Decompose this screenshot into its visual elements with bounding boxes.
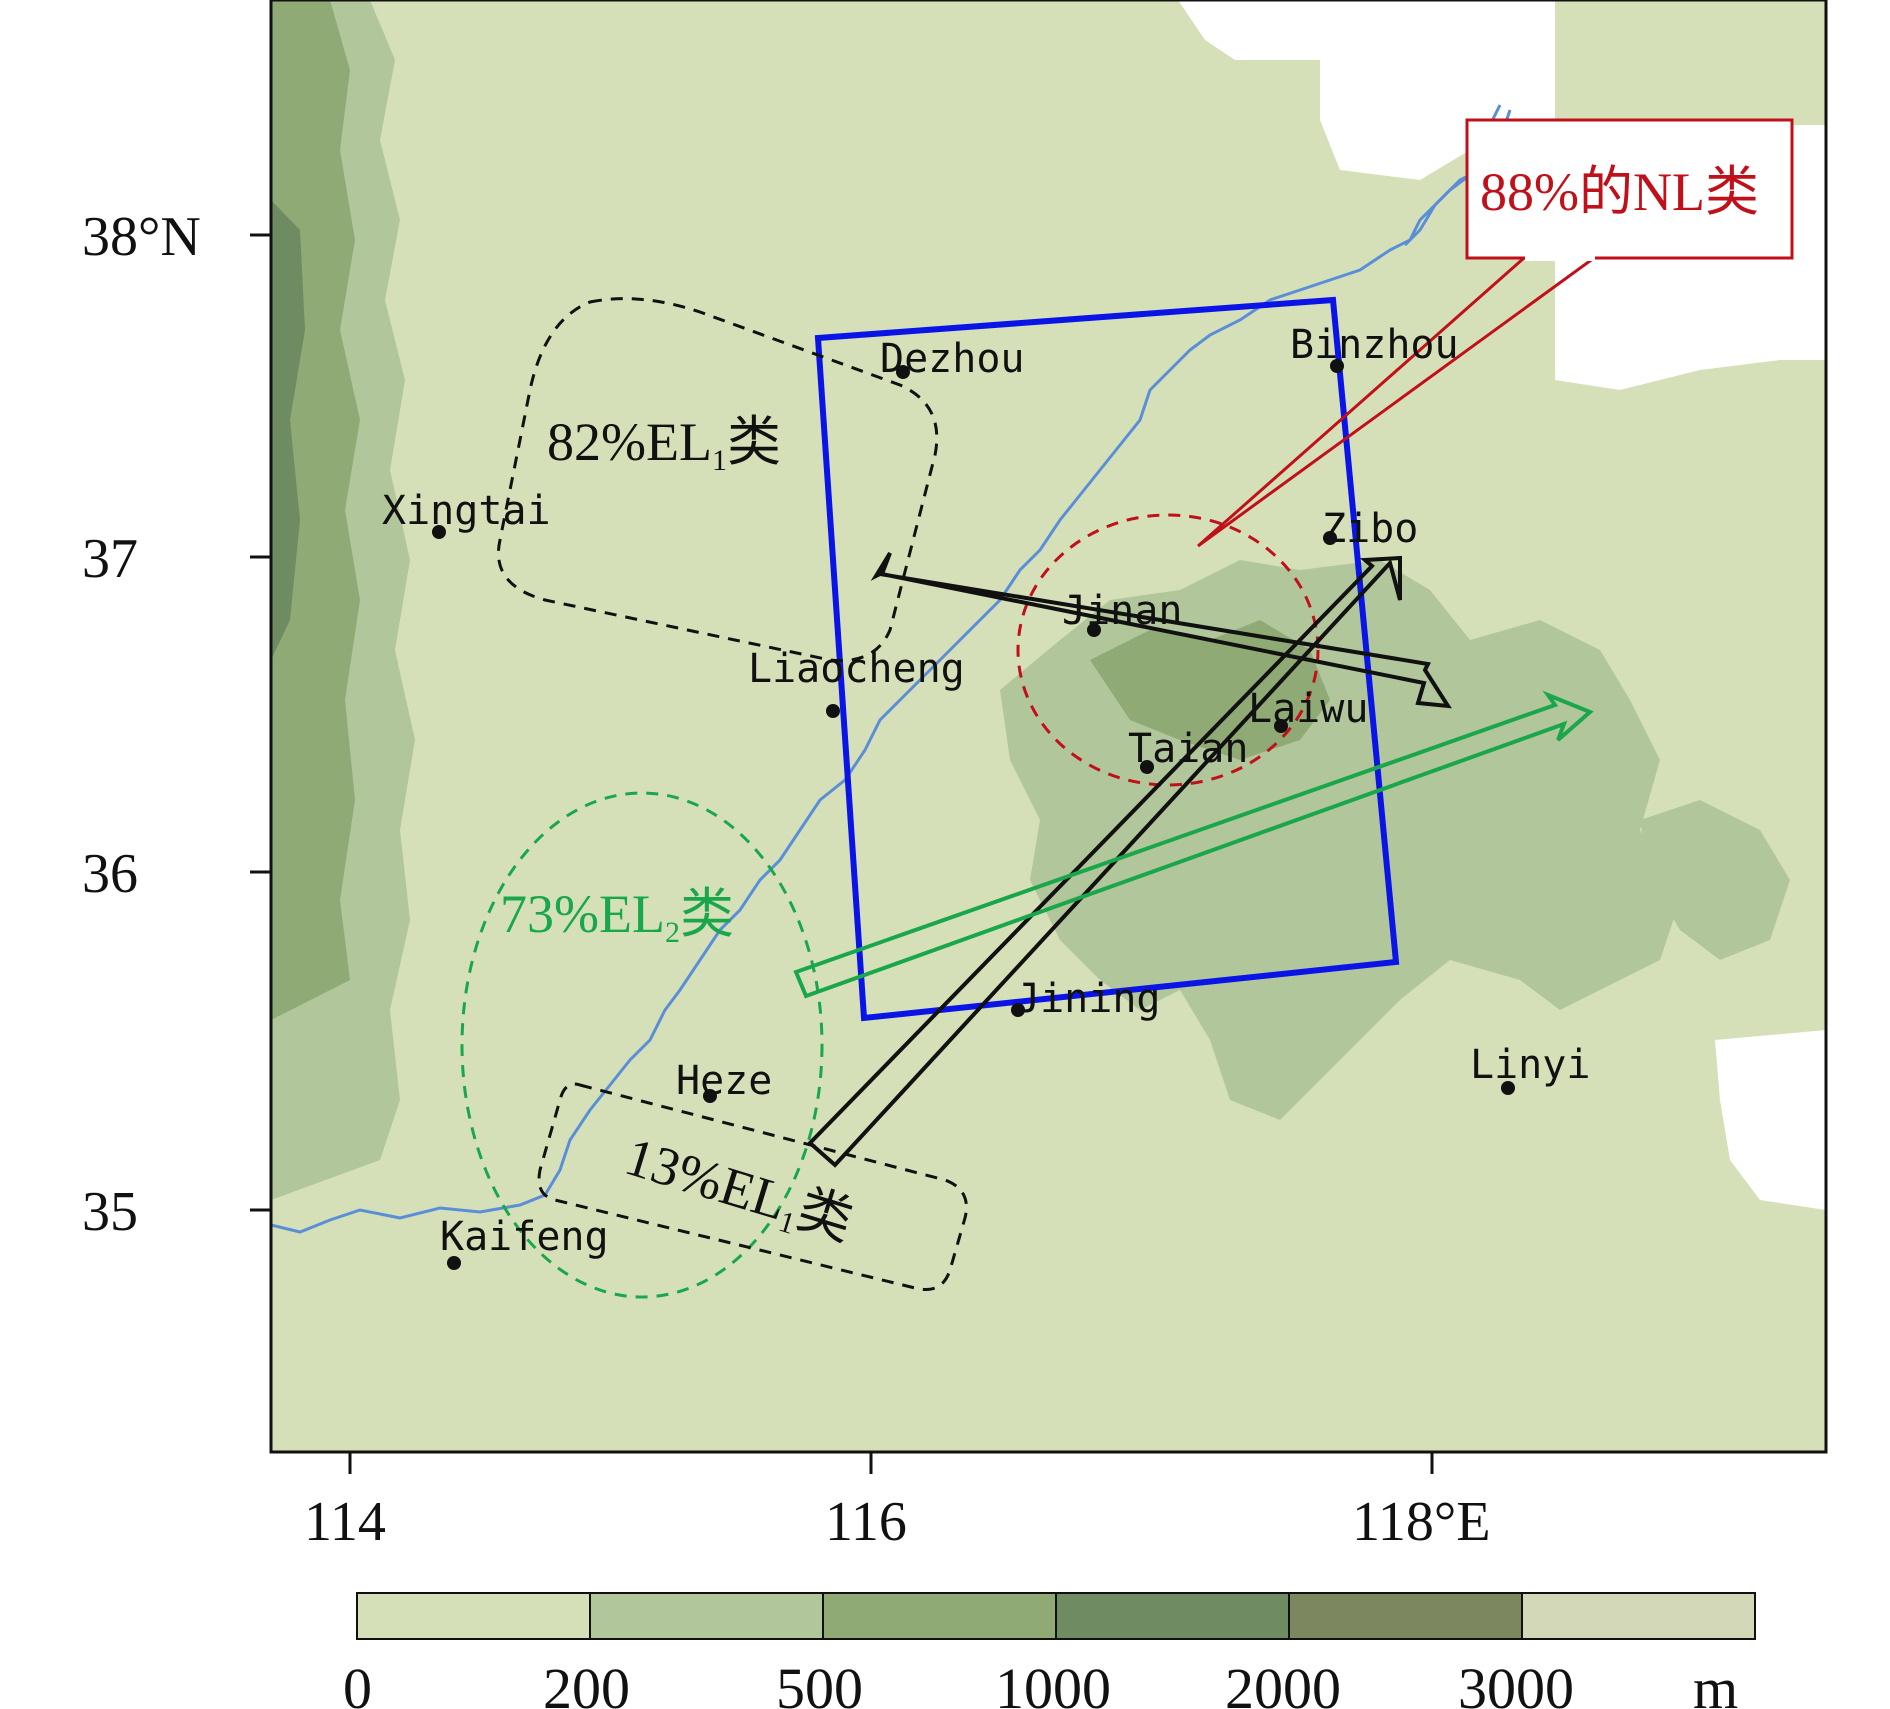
city-dot-taian (1140, 760, 1154, 774)
x-tick-label-114: 114 (304, 1491, 386, 1553)
city-label-jinan: Jinan (1062, 588, 1182, 634)
legend-swatch-0-200 (356, 1592, 591, 1640)
city-markers: Dezhou Binzhou Xingtai Zibo Jinan Liaoch… (382, 322, 1590, 1270)
el1-south-region-outline (537, 1082, 968, 1291)
city-dot-linyi (1501, 1081, 1515, 1095)
annotation-el2: 73%EL2类 (500, 884, 734, 949)
y-tick-label-36: 36 (82, 843, 138, 905)
legend-swatch-1000-2000 (1055, 1592, 1290, 1640)
nl-region-circle (1016, 513, 1320, 787)
terrain-western-mountains-1000 (271, 200, 305, 660)
legend-swatch-3000-plus (1521, 1592, 1756, 1640)
city-label-linyi: Linyi (1470, 1042, 1590, 1088)
legend-label-500: 500 (776, 1656, 863, 1709)
city-label-liaocheng: Liaocheng (748, 646, 965, 692)
city-dot-liaocheng (826, 704, 840, 718)
city-label-heze: Heze (676, 1058, 772, 1104)
city-label-binzhou: Binzhou (1290, 322, 1459, 368)
nl-callout-box: 88%的NL类 (1465, 118, 1794, 261)
city-label-dezhou: Dezhou (880, 336, 1025, 382)
legend-label-1000: 1000 (995, 1656, 1111, 1709)
city-label-laiwu: Laiwu (1248, 686, 1368, 732)
x-tick-label-118: 118°E (1352, 1491, 1491, 1553)
city-dot-jining (1011, 1003, 1025, 1017)
y-tick-label-37: 37 (82, 528, 138, 590)
x-axis: 114 116 118°E (304, 1452, 1491, 1553)
el1-north-region-outline (497, 297, 939, 663)
elevation-legend: 0 200 500 1000 2000 3000 m (343, 1592, 1756, 1709)
city-dot-xingtai (432, 525, 446, 539)
city-dot-dezhou (896, 365, 910, 379)
legend-swatch-2000-3000 (1288, 1592, 1523, 1640)
legend-swatch-200-500 (589, 1592, 824, 1640)
y-tick-label-38: 38°N (82, 206, 201, 268)
x-tick-label-116: 116 (825, 1491, 907, 1553)
map-frame (269, 0, 1828, 1454)
legend-unit: m (1693, 1656, 1738, 1709)
city-dot-laiwu (1274, 719, 1288, 733)
city-dot-heze (703, 1089, 717, 1103)
annotation-el1-north: 82%EL1类 (547, 412, 781, 477)
terrain-shandong-hills-500 (1090, 620, 1330, 760)
legend-label-200: 200 (543, 1656, 630, 1709)
city-dot-kaifeng (447, 1256, 461, 1270)
city-label-zibo: Zibo (1322, 506, 1418, 552)
el1-transport-arrow-east (870, 551, 1452, 709)
y-tick-label-35: 35 (82, 1181, 138, 1243)
legend-label-0: 0 (343, 1656, 372, 1709)
el1-transport-arrow-northeast (807, 555, 1402, 1168)
city-dot-binzhou (1330, 359, 1344, 373)
el2-region-ellipse (460, 791, 824, 1299)
yellow-river (271, 109, 1512, 1234)
city-label-jining: Jining (1016, 976, 1161, 1022)
legend-label-3000: 3000 (1458, 1656, 1574, 1709)
city-dot-zibo (1323, 531, 1337, 545)
city-dot-jinan (1087, 623, 1101, 637)
no-data-area-north (1178, 0, 1826, 390)
terrain-eastern-hills-200 (1640, 800, 1790, 960)
y-axis: 38°N 37 36 35 (82, 206, 271, 1243)
city-label-kaifeng: Kaifeng (440, 1214, 609, 1260)
el2-transport-arrow-east (793, 690, 1594, 999)
no-data-area-east (1715, 1030, 1826, 1210)
legend-label-2000: 2000 (1225, 1656, 1341, 1709)
map-panel: Dezhou Binzhou Xingtai Zibo Jinan Liaoch… (271, 0, 1826, 1452)
annotation-nl: 88%的NL类 (1480, 162, 1759, 222)
city-label-xingtai: Xingtai (382, 488, 551, 534)
legend-swatch-500-1000 (822, 1592, 1057, 1640)
city-label-taian: Taian (1128, 726, 1248, 772)
study-domain-box (814, 296, 1400, 1022)
